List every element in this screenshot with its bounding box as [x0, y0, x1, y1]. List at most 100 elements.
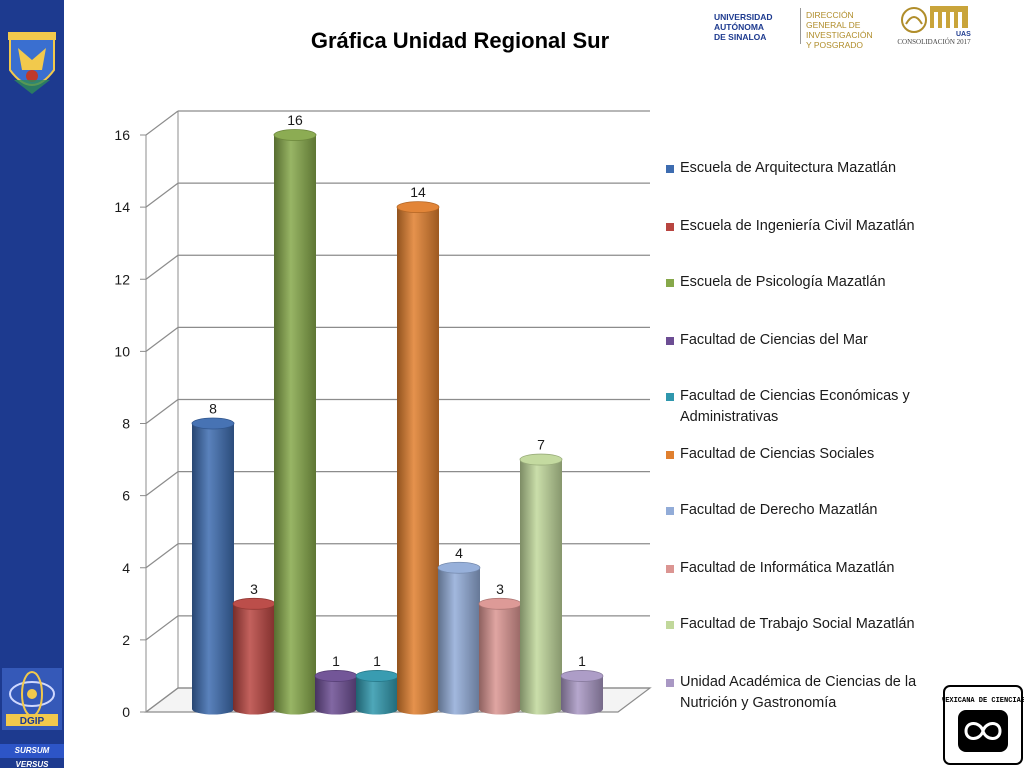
y-tick-label: 8 [122, 416, 130, 432]
office-line: Y POSGRADO [806, 40, 863, 50]
bar-top [478, 597, 522, 610]
legend-item: Facultad de Ciencias Sociales [666, 444, 936, 465]
gridline-depth [145, 687, 179, 713]
legend-item: Facultad de Ciencias del Mar [666, 330, 936, 351]
legend-swatch [666, 621, 674, 629]
bar-top [355, 670, 399, 682]
data-label: 4 [455, 545, 463, 561]
legend-item: Unidad Académica de Ciencias de la Nutri… [666, 672, 936, 714]
consolidacion-logo: UAS [901, 6, 971, 38]
motto-banner: SURSUM VERSUS [0, 744, 64, 769]
data-label: 3 [496, 581, 504, 597]
gridline-depth [145, 471, 179, 497]
y-tick-label: 4 [122, 560, 130, 576]
gridline-depth [145, 326, 179, 352]
dgip-logo-text: DGIP [20, 716, 45, 727]
bar-9 [519, 453, 563, 715]
university-line: AUTÓNOMA [714, 22, 765, 32]
legend-label: Facultad de Ciencias del Mar [680, 332, 868, 348]
bar-3 [273, 129, 317, 715]
bar-top [437, 561, 481, 574]
data-label: 8 [209, 401, 217, 417]
bar-top [560, 670, 604, 682]
bar-body [233, 603, 275, 715]
data-label: 7 [537, 437, 545, 453]
y-tick-label: 0 [122, 704, 130, 720]
academia-seal: MEXICANA DE CIENCIAS [942, 685, 1024, 765]
bar-top [232, 597, 276, 610]
legend-label: Facultad de Ciencias Económicas y Admini… [680, 388, 910, 425]
header-divider [800, 8, 801, 44]
bar-top [314, 670, 358, 682]
bar-body [520, 459, 562, 715]
bar-8 [478, 597, 522, 715]
bar-top [396, 201, 440, 214]
bar-body [192, 423, 234, 715]
bar-1 [191, 417, 235, 715]
office-line: GENERAL DE [806, 20, 861, 30]
legend-swatch [666, 451, 674, 459]
dgip-logo: DGIP [2, 668, 62, 730]
legend-label: Facultad de Trabajo Social Mazatlán [680, 616, 915, 632]
legend-label: Facultad de Ciencias Sociales [680, 446, 875, 462]
legend-swatch [666, 279, 674, 287]
y-tick-label: 2 [122, 632, 130, 648]
data-label: 14 [410, 184, 426, 200]
data-label: 16 [287, 112, 303, 128]
y-tick-label: 6 [122, 488, 130, 504]
legend-label: Facultad de Derecho Mazatlán [680, 502, 878, 518]
legend-item: Escuela de Arquitectura Mazatlán [666, 158, 936, 179]
sidebar: DGIP SURSUM VERSUS [0, 0, 64, 769]
bar-body [561, 675, 603, 715]
bar-body [315, 675, 357, 715]
data-label: 1 [578, 653, 586, 669]
uas-mark: UAS [956, 31, 971, 38]
bar-5 [355, 670, 399, 715]
gridline-depth [145, 110, 179, 136]
university-line: DE SINALOA [714, 32, 767, 42]
legend-swatch [666, 337, 674, 345]
seal-text: MEXICANA DE CIENCIAS [942, 697, 1024, 705]
gridline-depth [145, 615, 179, 641]
legend-item: Facultad de Informática Mazatlán [666, 558, 936, 579]
legend-swatch [666, 223, 674, 231]
bar-top [273, 129, 317, 141]
data-label: 3 [250, 581, 258, 597]
legend-swatch [666, 393, 674, 401]
bar-top [519, 453, 563, 466]
y-tick-label: 16 [114, 127, 130, 143]
legend-swatch [666, 507, 674, 515]
data-label: 1 [373, 653, 381, 669]
legend-item: Escuela de Psicología Mazatlán [666, 272, 936, 293]
bar-body [274, 135, 316, 715]
legend-label: Unidad Académica de Ciencias de la Nutri… [680, 674, 917, 711]
legend-label: Escuela de Psicología Mazatlán [680, 274, 886, 290]
bar-10 [560, 670, 604, 715]
consolidacion-label: CONSOLIDACIÓN 2017 [897, 38, 971, 46]
office-line: DIRECCIÓN [806, 10, 854, 20]
legend-item: Facultad de Trabajo Social Mazatlán [666, 614, 936, 635]
legend-swatch [666, 565, 674, 573]
bar-7 [437, 561, 481, 715]
y-tick-label: 10 [114, 343, 130, 359]
legend-swatch [666, 679, 674, 687]
y-tick-label: 14 [114, 199, 130, 215]
bar-4 [314, 670, 358, 715]
gridline-depth [145, 543, 179, 569]
bar-chart: 0 2 4 6 8 10 12 14 16 8 3 16 1 1 14 4 3 7 1 [114, 110, 652, 720]
bar-body [397, 207, 439, 715]
bar-body [356, 675, 398, 715]
university-crest-logo [8, 32, 56, 94]
university-line: UNIVERSIDAD [714, 12, 773, 22]
gridline-depth [145, 399, 179, 424]
bar-6 [396, 201, 440, 715]
data-label: 1 [332, 653, 340, 669]
page-title: Gráfica Unidad Regional Sur [310, 28, 610, 53]
office-line: INVESTIGACIÓN [806, 30, 873, 40]
legend-label: Facultad de Informática Mazatlán [680, 560, 895, 576]
bar-2 [232, 597, 276, 715]
bar-body [438, 567, 480, 715]
university-name: UNIVERSIDAD AUTÓNOMA DE SINALOA [714, 12, 794, 42]
legend-label: Escuela de Ingeniería Civil Mazatlán [680, 218, 915, 234]
legend-swatch [666, 165, 674, 173]
